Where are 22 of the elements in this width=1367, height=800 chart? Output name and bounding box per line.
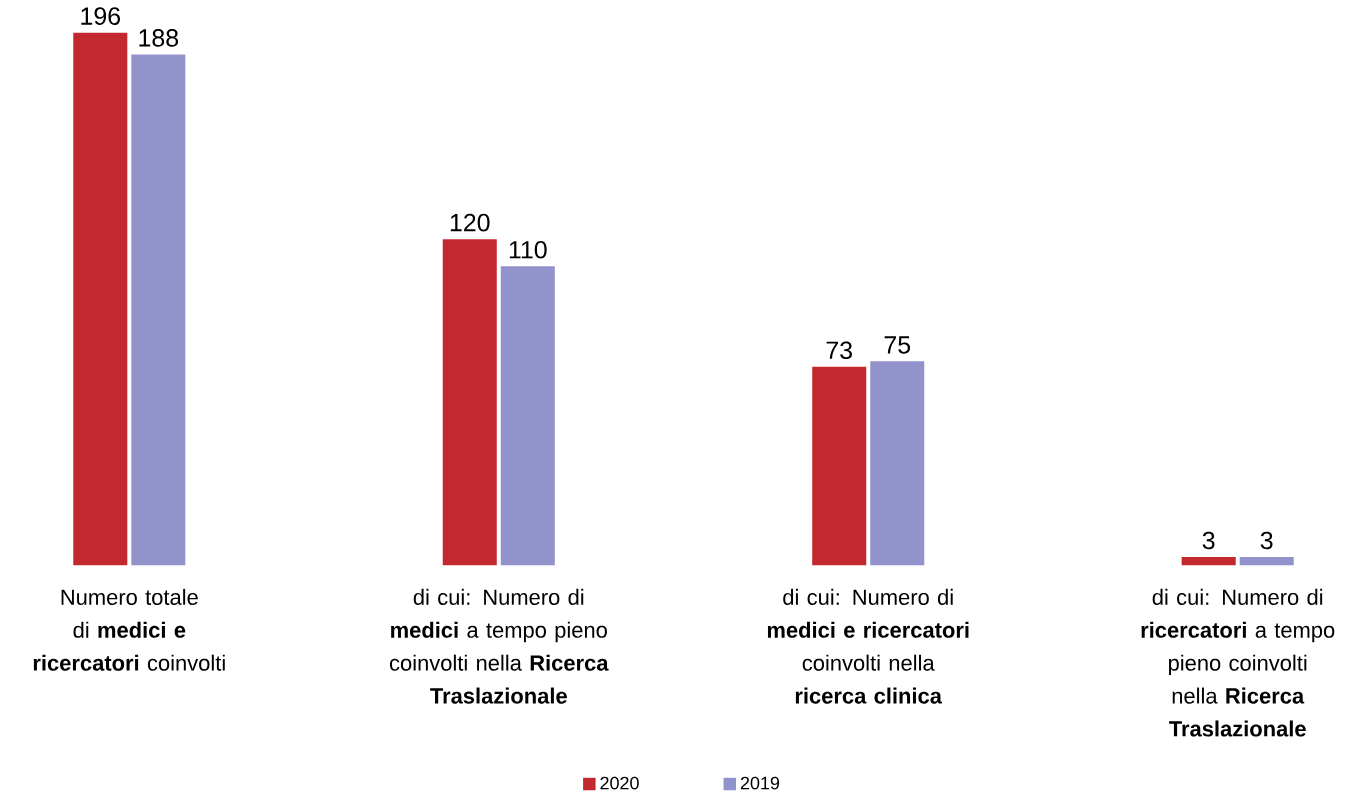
- x-tick-label: Numero totale di medici e ricercatori coinvolti: [33, 588, 225, 671]
- bar: [442, 238, 497, 565]
- data-label: 120: [450, 213, 490, 232]
- bar: [812, 366, 867, 565]
- bar: [73, 32, 128, 565]
- data-label: 3: [1202, 531, 1215, 550]
- data-label: 75: [884, 336, 911, 354]
- bar: [131, 54, 186, 565]
- x-tick-label: di cui: Numero di medici a tempo pieno coinvolti nella Ricerca Traslazionale: [389, 588, 609, 704]
- x-tick-label: di cui: Numero di medici e ricercatori coinvolti nella ricerca clinica: [767, 588, 969, 704]
- x-tick-label: di cui: Numero di ricercatori a tempo pieno coinvolti nella Ricerca Traslazionale: [1141, 588, 1335, 737]
- legend-label: 2019: [740, 776, 780, 790]
- data-label: 110: [509, 240, 547, 259]
- bar: [1181, 556, 1236, 565]
- bar: [1239, 556, 1294, 565]
- data-label: 73: [826, 341, 852, 359]
- data-label: 3: [1260, 531, 1273, 550]
- bar: [500, 266, 555, 565]
- legend-label: 2020: [600, 776, 639, 790]
- data-label: 196: [81, 7, 120, 25]
- data-label: 188: [139, 28, 179, 47]
- bar: [870, 361, 925, 565]
